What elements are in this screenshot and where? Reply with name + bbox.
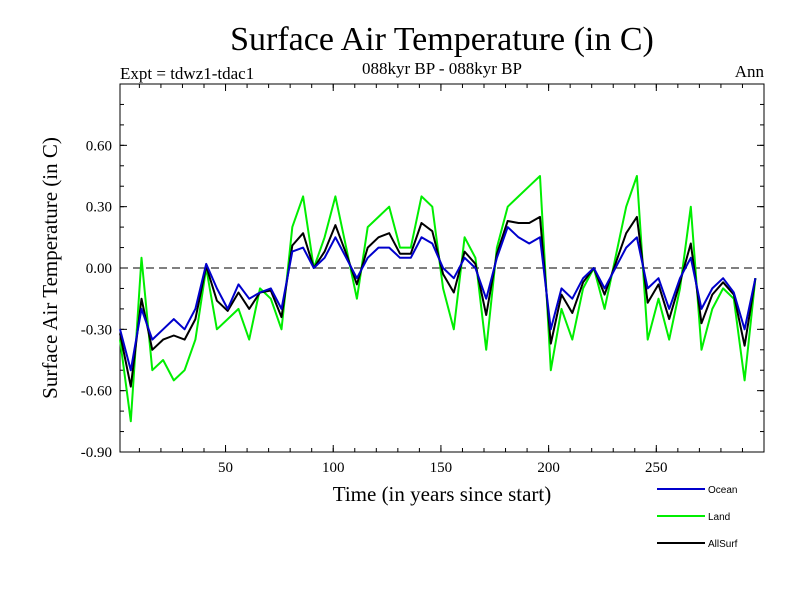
legend-label-land: Land (708, 512, 730, 523)
legend-label-ocean: Ocean (708, 485, 737, 496)
series-line-allsurf (119, 215, 757, 388)
legend-label-allsurf: AllSurf (708, 539, 738, 550)
series-line-ocean (119, 226, 757, 372)
y-tick-label: 0.00 (86, 261, 112, 277)
y-tick-label: -0.90 (81, 445, 112, 461)
y-axis-label: Surface Air Temperature (in C) (38, 137, 62, 399)
season-label: Ann (735, 62, 765, 81)
x-tick-label: 200 (537, 460, 560, 476)
series-line-land (119, 175, 757, 423)
y-tick-label: -0.60 (81, 384, 112, 400)
y-tick-label: 0.60 (86, 138, 112, 154)
y-tick-label: -0.30 (81, 322, 112, 338)
y-tick-label: 0.30 (86, 200, 112, 216)
legend: Ocean Land AllSurf (657, 485, 738, 550)
x-tick-label: 150 (430, 460, 453, 476)
period-label: 088kyr BP - 088kyr BP (362, 59, 522, 78)
x-tick-label: 100 (322, 460, 345, 476)
experiment-label: Expt = tdwz1-tdac1 (120, 64, 254, 83)
x-tick-label: 50 (218, 460, 233, 476)
x-tick-label: 250 (645, 460, 668, 476)
chart-title: Surface Air Temperature (in C) (230, 21, 654, 58)
x-axis-label: Time (in years since start) (333, 482, 552, 506)
